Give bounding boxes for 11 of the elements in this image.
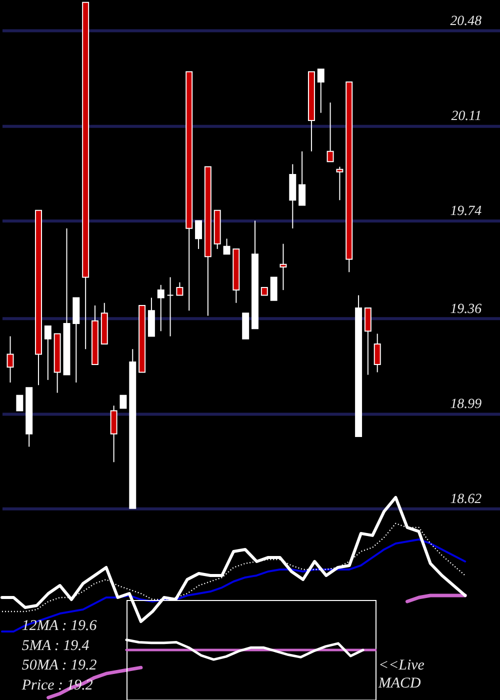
y-tick-label: 20.11	[451, 109, 482, 124]
annotation: 50MA : 19.2	[22, 658, 98, 674]
annotation: 12MA : 19.6	[22, 618, 98, 634]
y-tick-label: 19.36	[450, 302, 482, 317]
y-tick-label: 20.48	[450, 14, 482, 30]
annotation: <<Live	[378, 658, 425, 674]
y-tick-label: 19.74	[450, 204, 482, 220]
annotation: MACD	[377, 676, 422, 692]
y-tick-label: 18.99	[450, 396, 482, 412]
annotation: 5MA : 19.4	[22, 638, 90, 654]
y-tick-label: 18.62	[450, 492, 482, 507]
